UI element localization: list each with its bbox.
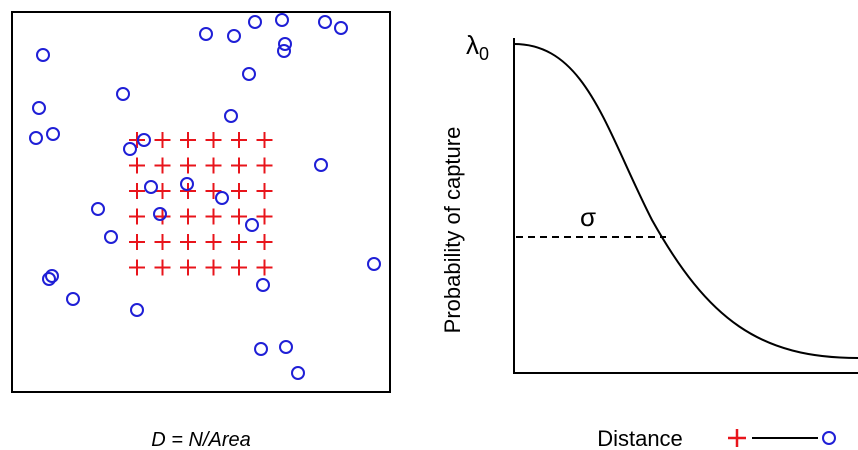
activity-center <box>275 13 289 27</box>
trap-marker <box>180 157 196 174</box>
trap-marker <box>256 259 273 276</box>
activity-center <box>104 230 118 244</box>
activity-center <box>180 177 194 191</box>
y-axis-label: Probability of capture <box>440 127 465 334</box>
trap-marker <box>231 157 247 174</box>
trap-marker <box>180 259 196 276</box>
legend-center-marker <box>822 431 836 445</box>
activity-center <box>227 29 241 43</box>
trap-marker <box>256 234 273 250</box>
activity-center <box>224 109 238 123</box>
activity-center <box>29 131 43 145</box>
activity-center <box>291 366 305 380</box>
activity-center <box>278 37 292 51</box>
lambda-zero-label: λ0 <box>466 30 489 64</box>
trap-marker <box>205 259 222 276</box>
legend-trap-marker <box>728 429 746 447</box>
distance-legend <box>728 429 836 447</box>
trap-marker <box>205 132 222 148</box>
trap-marker <box>154 157 171 174</box>
right-panel: σ λ0 Probability of capture Distance <box>440 30 858 450</box>
trap-marker <box>205 208 222 225</box>
trap-marker <box>231 259 247 276</box>
activity-center <box>279 340 293 354</box>
trap-marker <box>256 208 273 225</box>
density-caption: D = N/Area <box>151 429 250 450</box>
activity-center <box>367 257 381 271</box>
activity-center <box>199 27 213 41</box>
trap-marker <box>129 157 145 174</box>
activity-center <box>245 218 259 232</box>
activity-center <box>318 15 332 29</box>
trap-marker <box>129 208 145 225</box>
trap-marker <box>256 183 273 199</box>
trap-marker <box>154 208 171 225</box>
activity-center <box>45 269 59 283</box>
trap-marker <box>154 132 171 148</box>
activity-center <box>130 303 144 317</box>
activity-center <box>116 87 130 101</box>
activity-center <box>334 21 348 35</box>
trap-marker <box>231 234 247 250</box>
activity-center <box>123 142 137 156</box>
sigma-label: σ <box>580 202 596 232</box>
activity-center <box>242 67 256 81</box>
activity-center <box>254 342 268 356</box>
activity-center <box>153 207 167 221</box>
activity-center <box>91 202 105 216</box>
activity-center <box>314 158 328 172</box>
study-area-box <box>11 11 391 393</box>
trap-marker <box>231 132 247 148</box>
activity-center <box>144 180 158 194</box>
trap-grid <box>129 132 273 276</box>
trap-marker <box>154 234 171 250</box>
activity-centers <box>29 13 381 380</box>
trap-marker <box>205 234 222 250</box>
activity-center <box>215 191 229 205</box>
lambda-symbol: λ <box>466 30 479 60</box>
detection-curve <box>513 43 858 359</box>
trap-marker <box>205 157 222 174</box>
activity-center <box>46 127 60 141</box>
lambda-subscript: 0 <box>479 44 489 64</box>
activity-center <box>256 278 270 292</box>
trap-marker <box>231 208 247 225</box>
trap-marker <box>180 132 196 148</box>
x-axis-label: Distance <box>597 426 683 450</box>
trap-marker <box>205 183 222 199</box>
trap-marker <box>231 183 247 199</box>
activity-center <box>32 101 46 115</box>
trap-marker <box>154 259 171 276</box>
activity-center <box>137 133 151 147</box>
trap-marker <box>180 183 196 199</box>
activity-center <box>36 48 50 62</box>
trap-marker <box>180 234 196 250</box>
trap-marker <box>180 208 196 225</box>
trap-marker <box>256 132 273 148</box>
activity-center <box>66 292 80 306</box>
activity-center <box>277 44 291 58</box>
left-panel: D = N/Area <box>11 11 391 450</box>
trap-marker <box>129 183 145 199</box>
trap-marker <box>154 183 171 199</box>
trap-marker <box>129 259 145 276</box>
trap-marker <box>256 157 273 174</box>
activity-center <box>248 15 262 29</box>
trap-marker <box>129 234 145 250</box>
activity-center <box>42 272 56 286</box>
